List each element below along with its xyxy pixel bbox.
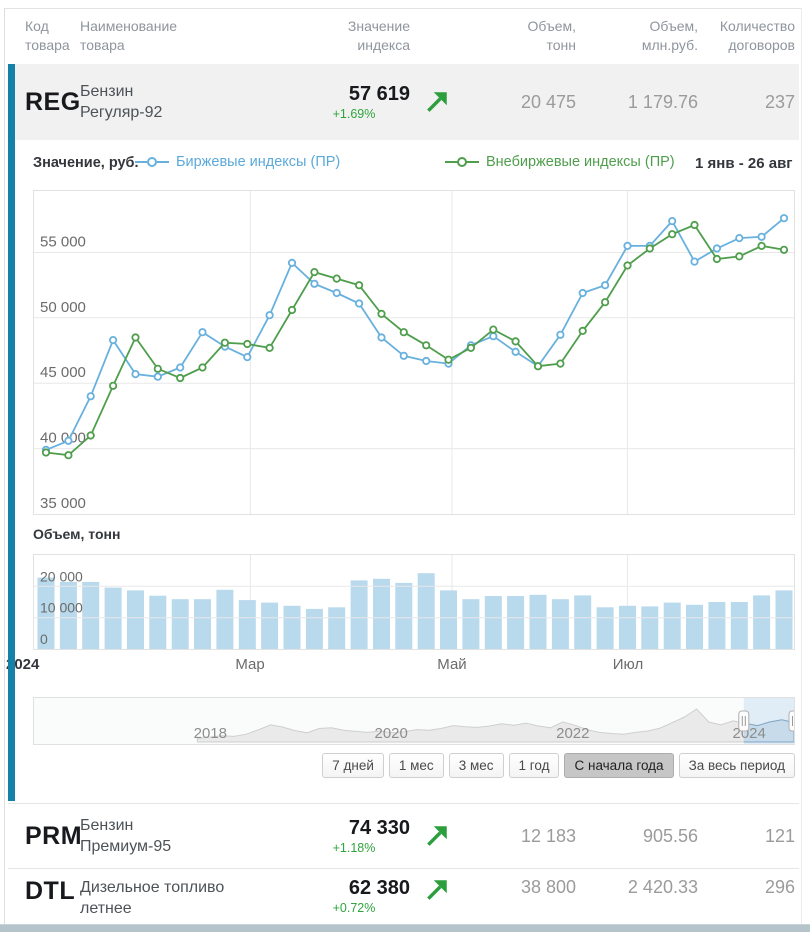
- volume-bar-chart-svg: 20 000 10 000 0: [34, 555, 794, 649]
- legend-marker-otc-icon: [445, 157, 479, 167]
- chart-legend-row: Значение, руб. Биржевые индексы (ПР) Вне…: [8, 154, 799, 176]
- product-name: Дизельное топливо летнее: [80, 879, 225, 918]
- product-code: DTL: [25, 877, 76, 905]
- price-line-chart: 55 000 50 000 45 000 40 000 35 000: [33, 190, 795, 515]
- table-row-reg[interactable]: REG Бензин Регуляр-92 57 619 +1.69% 20 47…: [8, 64, 799, 140]
- trend-up-arrow-icon: [427, 92, 447, 112]
- product-code: REG: [25, 87, 81, 116]
- index-value-cell: 74 330 +1.18%: [298, 817, 416, 855]
- range-button-1m[interactable]: 1 мес: [388, 753, 444, 778]
- svg-text:35 000: 35 000: [40, 495, 86, 512]
- chart-panel: Значение, руб. Биржевые индексы (ПР) Вне…: [6, 140, 799, 803]
- col-header-tons: Объем, тонн: [527, 18, 577, 53]
- page-left-border: [4, 8, 5, 924]
- range-button-all[interactable]: За весь период: [678, 753, 795, 778]
- index-value: 74 330: [348, 817, 410, 839]
- volume-bar-chart: 20 000 10 000 0: [33, 554, 795, 650]
- col-header-rub: Объем, млн.руб.: [641, 18, 698, 53]
- volume-tons: 38 800: [520, 877, 576, 897]
- window-bottom-edge: [0, 924, 810, 932]
- contracts-count: 296: [764, 877, 795, 897]
- col-header-code: Код товара: [25, 18, 70, 53]
- page-top-border: [4, 8, 801, 9]
- product-name: Бензин Регуляр-92: [80, 82, 163, 121]
- index-value: 62 380: [348, 877, 410, 899]
- trend-cell: [416, 877, 458, 903]
- svg-text:50 000: 50 000: [40, 299, 86, 316]
- index-change: +1.18%: [332, 841, 376, 855]
- svg-text:45 000: 45 000: [40, 364, 86, 381]
- range-button-group: 7 дней 1 мес 3 мес 1 год С начала года З…: [322, 753, 795, 778]
- legend-item-otc[interactable]: Внебиржевые индексы (ПР): [445, 154, 675, 170]
- range-button-7d[interactable]: 7 дней: [322, 753, 384, 778]
- legend-marker-exchange-icon: [135, 157, 169, 167]
- volume-tons: 20 475: [520, 91, 576, 112]
- range-button-ytd[interactable]: С начала года: [564, 753, 674, 778]
- index-change: +1.69%: [332, 107, 376, 121]
- table-row-dtl[interactable]: DTL Дизельное топливо летнее 62 380 +0.72…: [8, 868, 799, 925]
- range-button-3m[interactable]: 3 мес: [448, 753, 504, 778]
- y-axis-title: Значение, руб.: [33, 155, 139, 171]
- svg-text:2022: 2022: [556, 725, 589, 742]
- selected-row-accent-stripe: [8, 64, 15, 801]
- range-navigator[interactable]: 2018 2020 2022 2024: [33, 697, 795, 745]
- product-code: PRM: [25, 821, 83, 850]
- index-value-cell: 57 619 +1.69%: [298, 83, 416, 121]
- trend-up-arrow-icon: [427, 880, 447, 900]
- svg-text:40 000: 40 000: [40, 430, 86, 447]
- svg-text:55 000: 55 000: [40, 234, 86, 251]
- legend-label-otc: Внебиржевые индексы (ПР): [486, 154, 675, 170]
- trend-up-arrow-icon: [427, 826, 447, 846]
- volume-rub: 2 420.33: [627, 877, 698, 897]
- x-axis-month-label: Мар: [235, 656, 265, 673]
- trend-cell: [416, 89, 458, 115]
- navigator-handle-right[interactable]: [788, 710, 794, 732]
- trend-cell: [416, 823, 458, 849]
- legend-item-exchange[interactable]: Биржевые индексы (ПР): [135, 154, 340, 170]
- contracts-count: 237: [764, 91, 795, 112]
- svg-text:2020: 2020: [375, 725, 408, 742]
- index-change: +0.72%: [332, 901, 376, 915]
- table-row-prm[interactable]: PRM Бензин Премиум-95 74 330 +1.18% 12 18…: [8, 803, 799, 868]
- range-navigator-svg: 2018 2020 2022 2024: [194, 698, 794, 744]
- volume-rub: 1 179.76: [627, 91, 698, 112]
- contracts-count: 121: [764, 825, 795, 846]
- volume-tons: 12 183: [520, 825, 576, 846]
- table-header: Код товара Наименование товара Значение инд…: [8, 8, 799, 64]
- range-button-1y[interactable]: 1 год: [508, 753, 560, 778]
- svg-text:2018: 2018: [194, 725, 227, 742]
- x-axis-month-label: Июл: [612, 656, 644, 673]
- navigator-handle-left[interactable]: [738, 710, 750, 732]
- x-axis-month-label: Май: [437, 656, 467, 673]
- col-header-contracts: Количество договоров: [719, 18, 795, 53]
- legend-label-exchange: Биржевые индексы (ПР): [176, 154, 341, 170]
- volume-rub: 905.56: [642, 825, 698, 846]
- svg-text:0: 0: [40, 631, 48, 647]
- volume-chart-title: Объем, тонн: [33, 526, 121, 542]
- index-value: 57 619: [348, 83, 410, 105]
- svg-text:20 000: 20 000: [40, 568, 83, 584]
- price-line-chart-svg: 55 000 50 000 45 000 40 000 35 000: [34, 191, 794, 514]
- page-right-border: [801, 8, 802, 924]
- index-value-cell: 62 380 +0.72%: [298, 877, 416, 915]
- period-range-label: 1 янв - 26 авг: [695, 155, 793, 172]
- product-name: Бензин Премиум-95: [80, 816, 172, 855]
- col-header-index: Значение индекса: [347, 18, 410, 53]
- svg-text:10 000: 10 000: [40, 600, 83, 616]
- col-header-name: Наименование товара: [80, 18, 178, 53]
- x-axis-labels: 2024 Мар Май Июл: [6, 654, 795, 676]
